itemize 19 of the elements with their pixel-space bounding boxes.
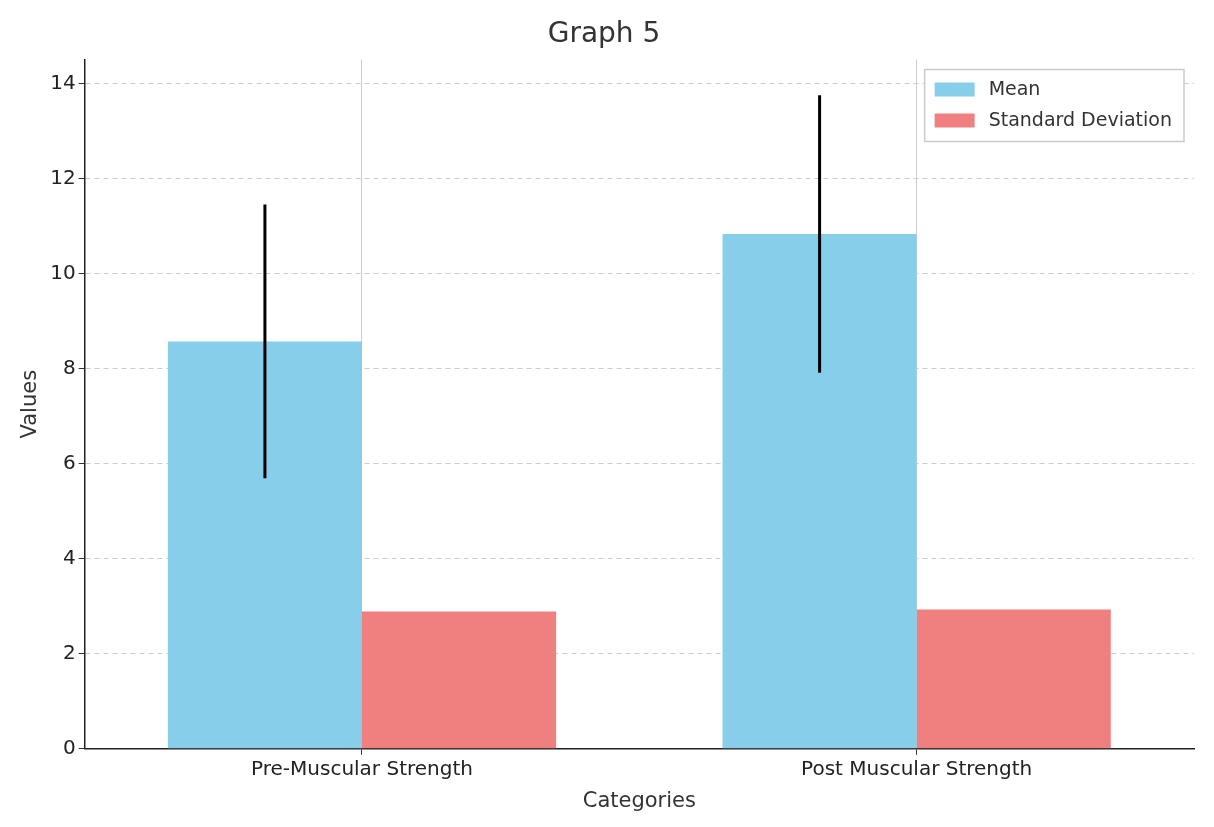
y-tick-label: 2 [62,639,76,664]
x-tick-label: Pre-Muscular Strength [251,756,473,780]
y-tick-label: 0 [62,735,76,759]
bar [916,609,1111,749]
legend-label: Mean [988,76,1041,99]
y-axis-title: Values [17,369,42,439]
y-tick-label: 10 [50,259,76,284]
chart-title: Graph 5 [547,16,661,50]
y-tick-label: 8 [62,354,76,379]
y-tick-label: 4 [62,544,76,569]
legend-label: Standard Deviation [988,107,1172,130]
bar [361,611,557,749]
x-axis-title: Categories [582,787,696,812]
y-tick-label: 12 [50,164,76,189]
bar [722,234,917,749]
y-tick-label: 14 [50,69,76,94]
y-tick-label: 6 [62,449,76,474]
bar [167,341,362,749]
x-tick-label: Post Muscular Strength [801,756,1033,780]
